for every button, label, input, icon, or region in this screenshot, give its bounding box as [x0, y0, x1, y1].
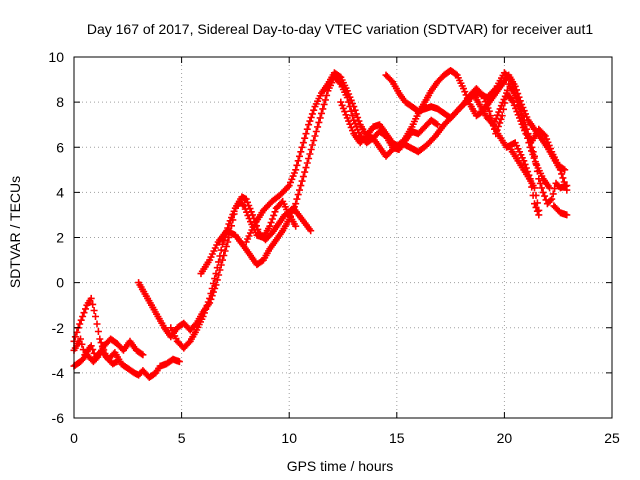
data-point-markers — [337, 67, 571, 194]
y-tick-label: -4 — [52, 365, 65, 381]
y-tick-label: -2 — [52, 320, 65, 336]
x-tick-label: 5 — [178, 430, 186, 446]
x-tick-label: 0 — [70, 430, 78, 446]
y-tick-label: 8 — [56, 94, 64, 110]
y-axis: -6 -4 -2 0 2 4 6 8 10 — [48, 49, 612, 426]
y-tick-label: 6 — [56, 139, 64, 155]
data-point-markers — [507, 146, 543, 214]
y-tick-label: -6 — [52, 410, 65, 426]
y-tick-label: 10 — [48, 49, 64, 65]
data-series — [70, 67, 571, 381]
data-point-markers — [550, 202, 571, 219]
y-tick-label: 0 — [56, 275, 64, 291]
x-axis: 0 5 10 15 20 25 — [70, 57, 620, 446]
y-axis-label: SDTVAR / TECUs — [7, 176, 23, 288]
data-series-trace-13 — [550, 202, 571, 219]
x-axis-label: GPS time / hours — [287, 458, 394, 474]
x-tick-label: 25 — [604, 430, 620, 446]
chart-title: Day 167 of 2017, Sidereal Day-to-day VTE… — [87, 21, 594, 37]
data-series-trace-12 — [507, 146, 543, 214]
y-tick-label: 2 — [56, 230, 64, 246]
x-tick-label: 10 — [281, 430, 297, 446]
y-tick-label: 4 — [56, 184, 64, 200]
x-tick-label: 20 — [497, 430, 513, 446]
x-tick-label: 15 — [389, 430, 405, 446]
data-series-trace-8 — [337, 67, 571, 194]
